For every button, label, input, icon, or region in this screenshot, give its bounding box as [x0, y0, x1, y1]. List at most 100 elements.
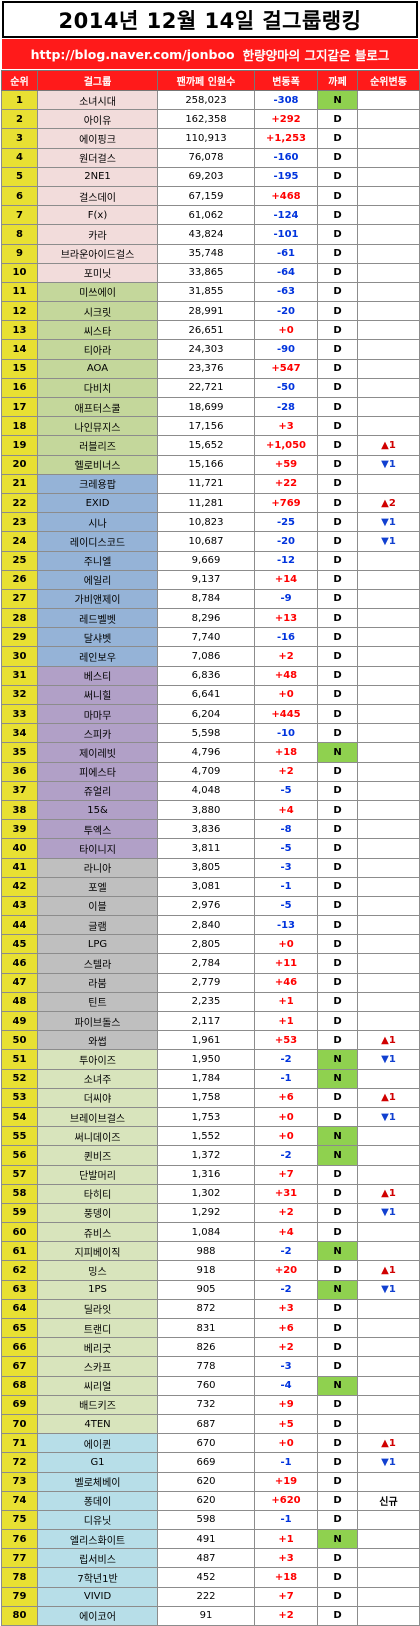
table-row: 11 미쓰에이 31,855 -63 D — [1, 281, 420, 303]
rank-cell: 40 — [1, 838, 38, 859]
change-cell: -3 — [254, 857, 318, 878]
rank-cell: 44 — [1, 915, 38, 936]
group-name-cell: 1PS — [37, 1279, 158, 1300]
rank-cell: 18 — [1, 416, 38, 437]
fan-count-cell: 3,880 — [157, 799, 255, 821]
table-row: 78 7학년1반 452 +18 D — [1, 1567, 420, 1588]
fan-count-cell: 1,950 — [157, 1049, 255, 1070]
fan-count-cell: 33,865 — [157, 262, 255, 283]
cafe-cell: D — [317, 799, 358, 821]
table-row: 18 나인뮤지스 17,156 +3 D — [1, 416, 420, 437]
cafe-cell: D — [317, 1605, 358, 1626]
rank-cell: 66 — [1, 1337, 38, 1358]
fan-count-cell: 1,302 — [157, 1183, 255, 1204]
rank-cell: 70 — [1, 1413, 38, 1435]
fan-count-cell: 28,991 — [157, 301, 255, 322]
fan-count-cell: 43,824 — [157, 224, 255, 245]
table-row: 66 베리굿 826 +2 D — [1, 1337, 420, 1358]
fan-count-cell: 15,166 — [157, 454, 255, 475]
rank-change-cell: ▲1 — [357, 1260, 420, 1281]
group-name-cell: 파이브돌스 — [37, 1010, 158, 1032]
cafe-cell: D — [317, 972, 358, 993]
fan-count-cell: 23,376 — [157, 358, 255, 379]
table-row: 31 베스티 6,836 +48 D — [1, 665, 420, 686]
change-cell: +2 — [254, 1337, 318, 1358]
cafe-cell: D — [317, 646, 358, 667]
fan-count-cell: 2,779 — [157, 972, 255, 993]
change-cell: -20 — [254, 301, 318, 322]
rank-change-cell: ▼1 — [357, 512, 420, 533]
table-row: 10 포미닛 33,865 -64 D — [1, 262, 420, 283]
table-row: 42 포엘 3,081 -1 D — [1, 876, 420, 897]
change-cell: +4 — [254, 799, 318, 821]
rank-cell: 75 — [1, 1509, 38, 1531]
group-name-cell: 배드키즈 — [37, 1394, 158, 1415]
rank-cell: 45 — [1, 934, 38, 955]
rank-change-cell — [357, 1509, 420, 1531]
table-row: 47 라붐 2,779 +46 D — [1, 972, 420, 993]
rank-change-cell — [357, 684, 420, 706]
rank-cell: 19 — [1, 435, 38, 456]
group-name-cell: 써니데이즈 — [37, 1126, 158, 1147]
group-name-cell: 와썹 — [37, 1030, 158, 1051]
fan-count-cell: 620 — [157, 1471, 255, 1492]
cafe-cell: D — [317, 435, 358, 456]
fan-count-cell: 3,805 — [157, 857, 255, 878]
group-name-cell: 베스티 — [37, 665, 158, 686]
rank-cell: 78 — [1, 1567, 38, 1588]
table-row: 41 라니아 3,805 -3 D — [1, 857, 420, 878]
group-name-cell: 4TEN — [37, 1413, 158, 1435]
ranking-table: 순위 걸그룹 팬까페 인원수 변동폭 까페 순위변동 1 소녀시대 258,023-… — [1, 70, 420, 1626]
cafe-cell: N — [317, 1068, 358, 1089]
change-cell: +620 — [254, 1490, 318, 1511]
group-name-cell: 씨리얼 — [37, 1375, 158, 1396]
group-name-cell: 퐁데이 — [37, 1490, 158, 1511]
fan-count-cell: 1,784 — [157, 1068, 255, 1089]
rank-change-cell — [357, 185, 420, 207]
group-name-cell: 립서비스 — [37, 1548, 158, 1569]
cafe-cell: D — [317, 608, 358, 629]
rank-cell: 79 — [1, 1586, 38, 1607]
fan-count-cell: 6,641 — [157, 684, 255, 706]
blog-url-banner[interactable]: http://blog.naver.com/jonboo 한량양마의 그지같은 … — [2, 39, 418, 69]
group-name-cell: 티아라 — [37, 339, 158, 360]
rank-change-cell — [357, 1164, 420, 1185]
fan-count-cell: 3,836 — [157, 819, 255, 840]
fan-count-cell: 18,699 — [157, 396, 255, 418]
group-name-cell: 걸스데이 — [37, 185, 158, 207]
rank-cell: 43 — [1, 895, 38, 917]
rank-cell: 1 — [1, 89, 38, 111]
group-name-cell: 스카프 — [37, 1356, 158, 1377]
fan-count-cell: 778 — [157, 1356, 255, 1377]
rank-cell: 5 — [1, 166, 38, 187]
rank-cell: 48 — [1, 991, 38, 1013]
rank-cell: 53 — [1, 1087, 38, 1108]
change-cell: -61 — [254, 243, 318, 264]
fan-count-cell: 3,811 — [157, 838, 255, 859]
header-rank: 순위 — [1, 70, 38, 91]
fan-count-cell: 1,084 — [157, 1222, 255, 1243]
rank-change-cell — [357, 1241, 420, 1262]
group-name-cell: 이블 — [37, 895, 158, 917]
rank-cell: 64 — [1, 1298, 38, 1320]
cafe-cell: N — [317, 1049, 358, 1070]
change-cell: +1 — [254, 991, 318, 1013]
rank-change-cell — [357, 1394, 420, 1415]
fan-count-cell: 831 — [157, 1317, 255, 1339]
change-cell: +5 — [254, 1413, 318, 1435]
change-cell: +11 — [254, 953, 318, 974]
cafe-cell: D — [317, 1471, 358, 1492]
group-name-cell: 애프터스쿨 — [37, 396, 158, 418]
fan-count-cell: 760 — [157, 1375, 255, 1396]
blog-url[interactable]: http://blog.naver.com/jonboo — [30, 46, 235, 62]
rank-cell: 11 — [1, 281, 38, 303]
rank-cell: 38 — [1, 799, 38, 821]
group-name-cell: 레이디스코드 — [37, 531, 158, 552]
cafe-cell: D — [317, 1586, 358, 1607]
fan-count-cell: 11,281 — [157, 492, 255, 514]
fan-count-cell: 8,784 — [157, 588, 255, 610]
fan-count-cell: 22,721 — [157, 377, 255, 399]
group-name-cell: 투엑스 — [37, 819, 158, 840]
cafe-cell: D — [317, 262, 358, 283]
